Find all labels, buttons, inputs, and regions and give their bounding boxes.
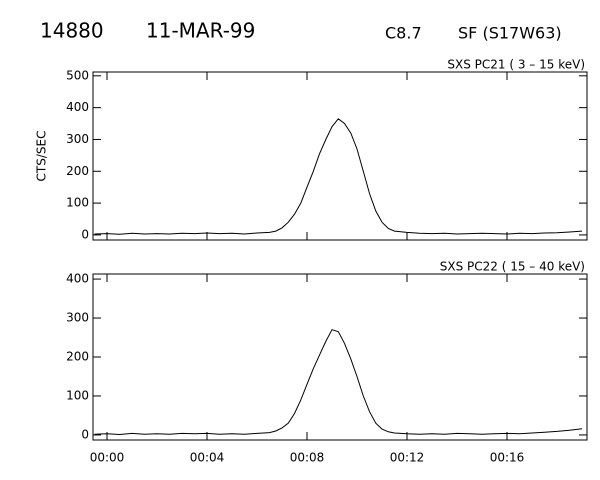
flare-class: C8.7 xyxy=(385,24,422,43)
plot-frame xyxy=(92,273,588,441)
plot-frame xyxy=(92,71,588,241)
flare-id: 14880 xyxy=(40,19,104,43)
count-rate-line xyxy=(94,118,583,235)
x-tick-label: 00:12 xyxy=(390,451,425,465)
y-tick-label: 500 xyxy=(66,68,89,82)
flare-location: SF (S17W63) xyxy=(458,24,562,43)
date: 11-MAR-99 xyxy=(146,19,255,43)
y-tick-label: 400 xyxy=(66,272,89,286)
y-tick-label: 200 xyxy=(66,350,89,364)
x-tick-label: 00:00 xyxy=(90,451,125,465)
y-tick-label: 300 xyxy=(66,132,89,146)
y-tick-label: 200 xyxy=(66,164,89,178)
y-tick-label: 300 xyxy=(66,311,89,325)
x-tick-label: 00:04 xyxy=(190,451,225,465)
y-tick-label: 0 xyxy=(81,427,89,441)
count-rate-line xyxy=(94,329,583,436)
panel-title: SXS PC21 ( 3 – 15 keV) xyxy=(447,58,585,72)
y-tick-label: 400 xyxy=(66,100,89,114)
x-tick-label: 00:16 xyxy=(490,451,525,465)
panel-title: SXS PC22 ( 15 – 40 keV) xyxy=(440,260,585,274)
y-axis-label: CTS/SEC xyxy=(35,131,49,182)
y-tick-label: 0 xyxy=(81,227,89,241)
y-tick-label: 100 xyxy=(66,388,89,402)
y-tick-label: 100 xyxy=(66,196,89,210)
x-tick-label: 00:08 xyxy=(290,451,325,465)
